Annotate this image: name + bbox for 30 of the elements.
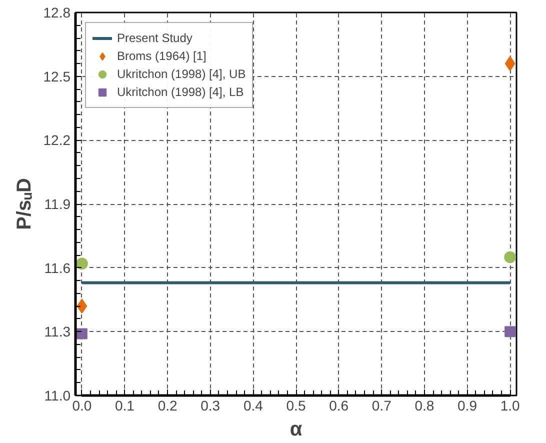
y-tick-label: 11.6 [44,260,71,276]
x-tick-label: 0.7 [372,398,392,414]
y-tick-label: 12.5 [43,68,71,84]
x-tick-label: 0.6 [329,398,349,414]
x-tick-label: 0.3 [200,398,220,414]
x-tick-label: 1.0 [500,398,520,414]
point [504,326,516,338]
x-tick-label: 0.1 [115,398,135,414]
point [76,258,88,270]
point [76,298,88,314]
legend-label: Ukritchon (1998) [4], LB [117,84,244,101]
x-axis-title: α [290,418,303,440]
legend-label: Present Study [117,30,192,47]
x-tick-label: 0.4 [243,398,264,414]
y-tick-label: 12.2 [43,132,71,148]
point [76,328,88,340]
point [504,251,516,264]
y-tick-label: 11.3 [44,324,71,340]
y-tick-label: 11.9 [44,196,71,212]
x-tick-label: 0.2 [158,398,178,414]
x-tick-label: 0.0 [72,398,92,414]
legend-label: Ukritchon (1998) [4], UB [117,66,246,83]
point [504,56,516,72]
legend-label: Broms (1964) [1] [117,48,206,65]
x-tick-label: 0.8 [414,398,434,414]
x-tick-label: 0.5 [286,398,306,414]
y-tick-label: 12.8 [43,4,71,20]
y-tick-label: 11.0 [44,388,71,404]
y-axis-title: P/sᵤD [13,178,36,230]
x-tick-label: 0.9 [458,398,478,414]
